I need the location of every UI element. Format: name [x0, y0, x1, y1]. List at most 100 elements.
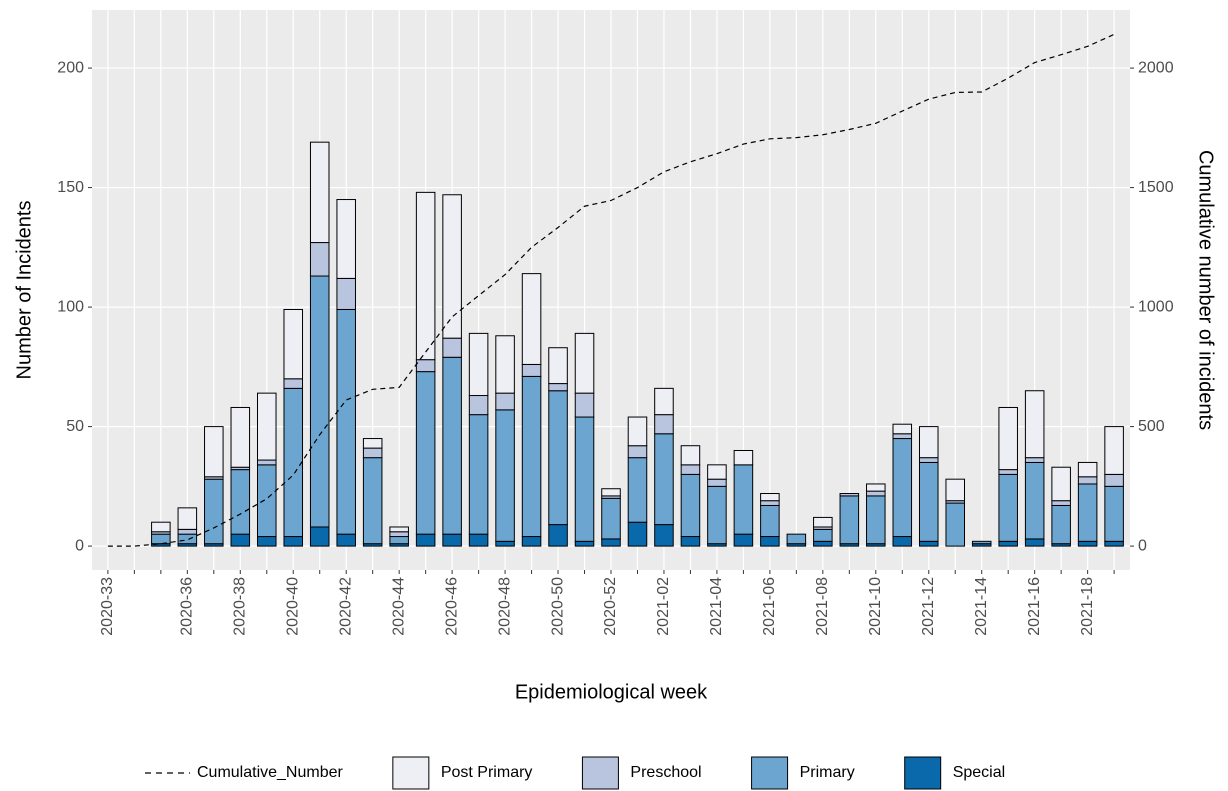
bar-segment	[813, 516, 833, 528]
bar-segment	[468, 395, 489, 416]
bar-segment	[998, 469, 1018, 475]
bar-segment	[495, 335, 515, 394]
line	[107, 33, 1115, 547]
bar-segment	[654, 433, 674, 526]
bar-segment	[680, 464, 701, 475]
bar-segment	[918, 540, 939, 547]
marks	[107, 33, 1124, 547]
bar-segment	[177, 507, 198, 530]
bar-segment	[336, 308, 356, 535]
bar-segment	[760, 493, 780, 502]
x-tick-label: 2021-06	[761, 577, 778, 636]
x-tick-label: 2021-10	[867, 577, 884, 636]
y2-tick-label: 1500	[1138, 179, 1174, 196]
bar-segment	[707, 478, 727, 487]
bar-segment	[362, 457, 383, 545]
bar-segment	[548, 524, 568, 547]
bar-segment	[1051, 500, 1071, 506]
bar-segment	[945, 502, 966, 547]
bar-segment	[680, 473, 701, 538]
bar-segment	[1024, 457, 1045, 463]
bar-segment	[521, 363, 542, 377]
bar-segment	[1104, 540, 1124, 547]
bar-segment	[204, 426, 224, 478]
x-tick-label: 2020-44	[390, 577, 407, 636]
bar-segment	[468, 414, 489, 535]
x-tick-label: 2020-36	[179, 577, 196, 636]
bar-segment	[574, 332, 595, 394]
bar-segment	[1104, 473, 1124, 487]
bar-segment	[468, 332, 489, 397]
bar-segment	[733, 533, 754, 547]
x-tick-label: 2021-18	[1079, 577, 1096, 636]
bar-segment	[998, 540, 1018, 547]
y2-tick-label: 0	[1138, 537, 1147, 554]
legend-key	[751, 756, 789, 790]
bar-segment	[1077, 540, 1098, 547]
bar-segment	[442, 533, 462, 547]
legend-label: Post Primary	[441, 764, 533, 781]
y2-tick-label: 500	[1138, 418, 1165, 435]
y-tick-label: 0	[75, 537, 84, 554]
bar-segment	[415, 371, 436, 535]
x-tick-label: 2020-46	[443, 577, 460, 636]
bar-segment	[627, 445, 648, 459]
y-tick-label: 150	[57, 179, 84, 196]
bar-segment	[1051, 466, 1071, 502]
y2-tick-label: 2000	[1138, 59, 1174, 76]
bar-segment	[786, 533, 807, 545]
bar-segment	[866, 483, 886, 492]
bar-segment	[654, 414, 674, 435]
bar-segment	[362, 447, 383, 459]
bar-segment	[204, 478, 224, 545]
legend-label: Cumulative_Number	[197, 764, 344, 781]
bar-segment	[230, 406, 251, 468]
bar-segment	[309, 526, 330, 547]
bar-segment	[1024, 390, 1045, 459]
x-axis-title: Epidemiological week	[515, 681, 708, 703]
legend: Cumulative_Number Post Primary Preschool Pr…	[145, 756, 1005, 790]
bar-segment	[336, 533, 356, 547]
bar-segment	[177, 533, 198, 545]
bar-segment	[230, 533, 251, 547]
bar-segment	[1104, 485, 1124, 542]
legend-label: Primary	[800, 764, 855, 781]
x-tick-label: 2020-48	[496, 577, 513, 636]
bar-segment	[1077, 461, 1098, 478]
bar-segment	[283, 387, 304, 538]
bar-segment	[389, 526, 409, 533]
bar-segment	[627, 521, 648, 547]
bar-segment	[574, 416, 595, 542]
bar-segment	[548, 383, 568, 392]
bar-segment	[892, 423, 913, 435]
bar-segment	[283, 308, 304, 380]
bar-segment	[415, 191, 436, 361]
legend-key	[392, 756, 430, 790]
bar-segment	[309, 242, 330, 277]
x-tick-label: 2020-50	[549, 577, 566, 636]
bar-segment	[442, 337, 462, 358]
bar-segment	[521, 375, 542, 538]
bar-segment	[760, 500, 780, 506]
bar-segment	[654, 524, 674, 547]
bar-segment	[151, 521, 171, 533]
bar-segment	[839, 495, 860, 545]
legend-label: Special	[953, 764, 1005, 781]
bar-segment	[918, 426, 939, 459]
bar-segment	[1024, 538, 1045, 547]
bar-segment	[389, 531, 409, 538]
x-tick-label: 2021-14	[973, 577, 990, 636]
bar-segment	[442, 356, 462, 535]
bar-segment	[336, 277, 356, 310]
bar-segment	[892, 433, 913, 440]
bar-segment	[521, 536, 542, 547]
x-tick-label: 2021-02	[655, 577, 672, 636]
bar-segment	[230, 469, 251, 535]
bar-segment	[495, 409, 515, 542]
bar-segment	[415, 533, 436, 547]
legend-label: Preschool	[630, 764, 701, 781]
x-tick-label: 2021-16	[1026, 577, 1043, 636]
bar-segment	[415, 359, 436, 373]
